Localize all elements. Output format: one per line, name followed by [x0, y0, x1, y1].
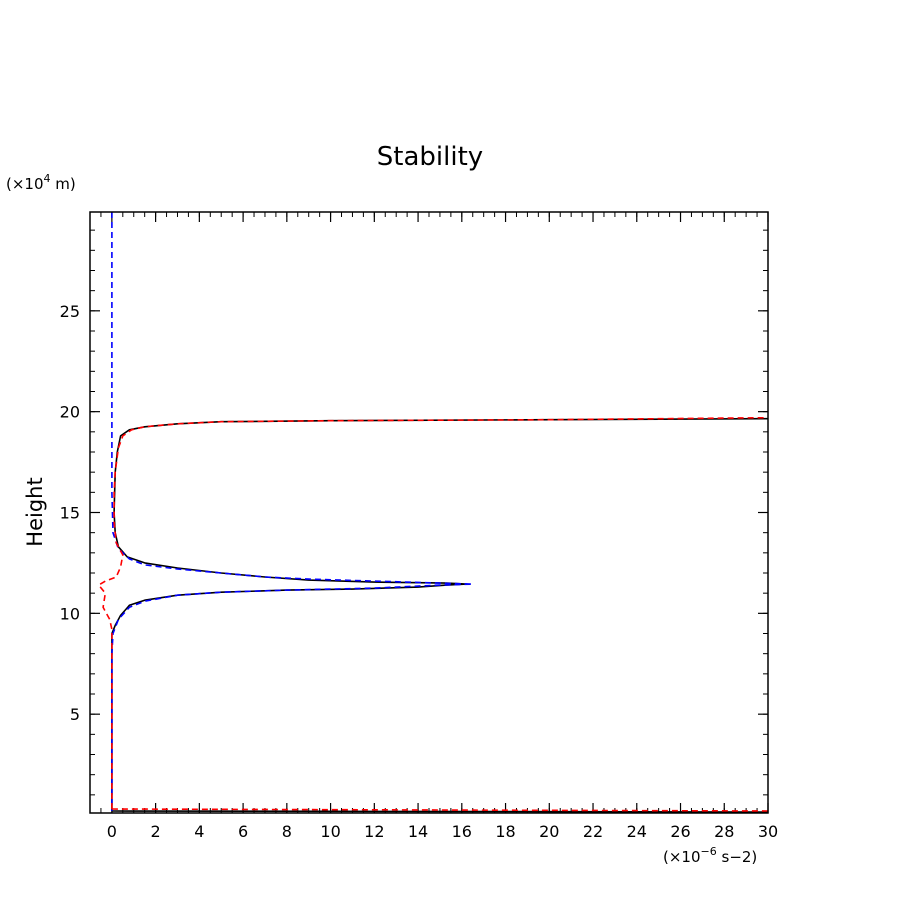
y-unit-prefix: (×10 [6, 175, 44, 193]
x-tick-label: 16 [452, 822, 472, 841]
y-tick-label: 10 [60, 604, 80, 623]
x-tick-label: 22 [583, 822, 603, 841]
x-tick-label: 0 [107, 822, 117, 841]
x-tick-label: 4 [194, 822, 204, 841]
y-tick-label: 5 [70, 705, 80, 724]
series-line-3 [97, 416, 769, 809]
series-line-1 [111, 417, 769, 811]
series-line-1 [111, 810, 769, 813]
x-tick-label: 8 [282, 822, 292, 841]
y-unit-exp: 4 [44, 172, 51, 185]
x-tick-label: 14 [408, 822, 428, 841]
chart-title: Stability [377, 142, 483, 172]
x-unit-exp: −6 [701, 845, 717, 858]
y-tick-label: 15 [60, 504, 80, 523]
x-unit-label: (×10−6 s−2) [663, 845, 757, 866]
x-tick-label: 6 [238, 822, 248, 841]
plot-frame [89, 211, 769, 814]
x-tick-label: 12 [364, 822, 384, 841]
series-line-2 [111, 212, 474, 811]
y-axis-label: Height [23, 477, 47, 546]
y-tick-label: 20 [60, 403, 80, 422]
y-tick-label: 25 [60, 302, 80, 321]
x-unit-suffix: s−2) [717, 848, 758, 866]
y-unit-label: (×104 m) [6, 172, 76, 193]
x-tick-label: 18 [495, 822, 515, 841]
y-unit-suffix: m) [51, 175, 76, 193]
x-tick-label: 2 [151, 822, 161, 841]
series-layer [97, 212, 769, 813]
x-unit-prefix: (×10 [663, 848, 701, 866]
x-tick-label: 20 [539, 822, 559, 841]
x-tick-label: 26 [670, 822, 690, 841]
x-tick-label: 28 [714, 822, 734, 841]
x-tick-label: 24 [627, 822, 647, 841]
x-tick-label: 30 [758, 822, 778, 841]
x-tick-label: 10 [320, 822, 340, 841]
